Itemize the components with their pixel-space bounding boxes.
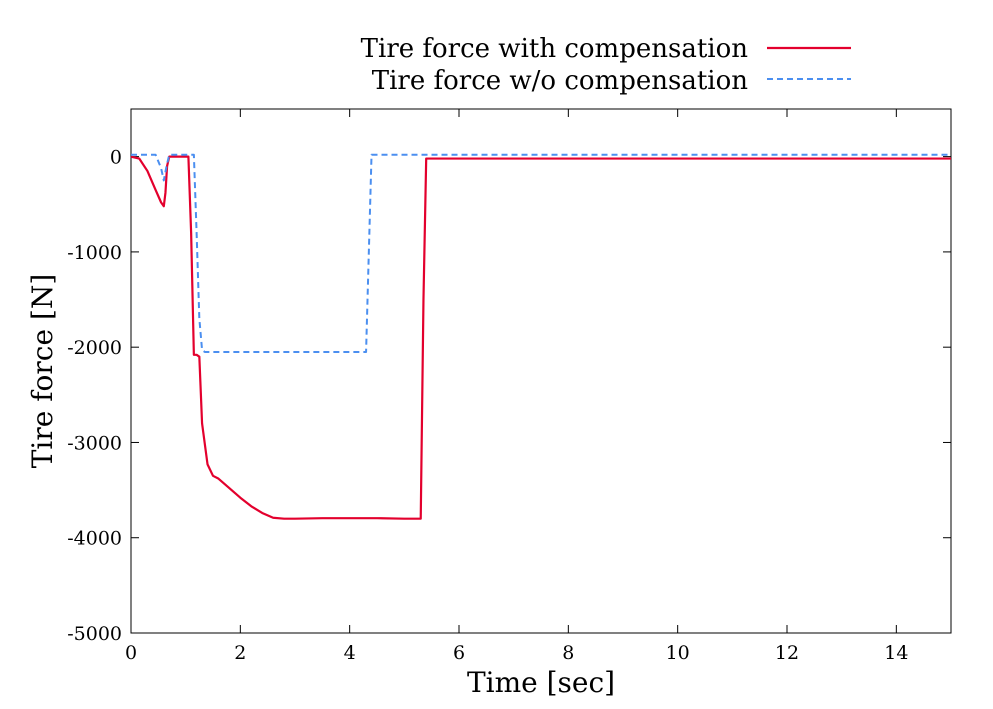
legend-label-series-1: Tire force with compensation xyxy=(361,34,749,64)
series-line-2 xyxy=(131,153,951,353)
y-axis-ticks: 0 -1000 -2000 -3000 -4000 -5000 xyxy=(67,147,951,645)
y-tick-label: 0 xyxy=(110,147,122,169)
x-tick-label: 6 xyxy=(453,642,465,664)
plot-frame xyxy=(130,108,952,634)
x-tick-label: 0 xyxy=(125,642,137,664)
x-axis-title: Time [sec] xyxy=(467,666,615,699)
y-axis-title: Tire force [N] xyxy=(26,274,59,469)
y-tick-label: -3000 xyxy=(67,432,122,454)
x-tick-label: 2 xyxy=(234,642,246,664)
y-tick-label: -1000 xyxy=(67,242,122,264)
x-tick-label: 14 xyxy=(884,642,908,664)
x-tick-label: 10 xyxy=(666,642,690,664)
y-tick-label: -5000 xyxy=(67,623,122,645)
x-axis-ticks: 0 2 4 6 8 10 12 14 xyxy=(125,109,908,664)
legend: Tire force with compensation Tire force … xyxy=(361,34,851,96)
series-layer xyxy=(130,153,951,520)
legend-label-series-2: Tire force w/o compensation xyxy=(372,66,748,96)
x-tick-label: 8 xyxy=(562,642,574,664)
y-tick-label: -4000 xyxy=(67,528,122,550)
x-tick-label: 12 xyxy=(775,642,799,664)
y-tick-label: -2000 xyxy=(67,337,122,359)
x-tick-label: 4 xyxy=(344,642,356,664)
series-line-1 xyxy=(130,155,951,520)
